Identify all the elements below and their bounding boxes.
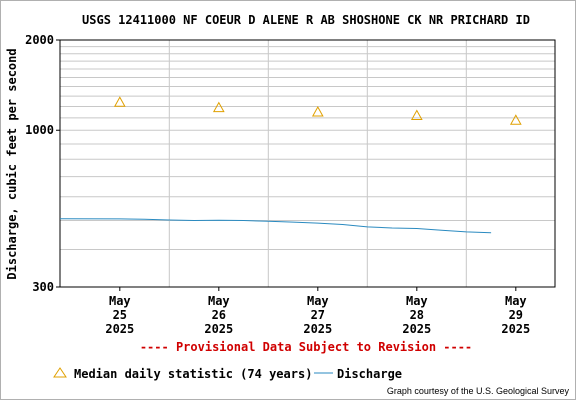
median-marker — [509, 114, 522, 125]
x-tick-label: May — [109, 294, 131, 308]
x-tick-label: May — [505, 294, 527, 308]
discharge-line — [59, 218, 492, 234]
y-axis-label: Discharge, cubic feet per second — [5, 48, 19, 279]
legend-median-marker — [53, 367, 67, 378]
grid — [60, 40, 555, 287]
median-marker — [311, 106, 324, 117]
x-tick-label: 25 — [113, 308, 127, 322]
provisional-notice: ---- Provisional Data Subject to Revisio… — [140, 340, 472, 354]
x-tick-label: 29 — [509, 308, 523, 322]
x-tick-label: 26 — [212, 308, 226, 322]
x-tick-label: 2025 — [501, 322, 530, 336]
y-tick-label: 300 — [32, 280, 54, 294]
x-ticks: May252025May262025May272025May282025May2… — [105, 287, 530, 336]
y-tick-label: 2000 — [25, 33, 54, 47]
discharge-series — [59, 218, 492, 234]
median-marker — [113, 96, 126, 107]
y-tick-label: 1000 — [25, 123, 54, 137]
x-tick-label: 2025 — [204, 322, 233, 336]
median-marker — [410, 109, 423, 120]
x-tick-label: May — [307, 294, 329, 308]
x-tick-label: 2025 — [105, 322, 134, 336]
median-marker — [212, 101, 225, 113]
x-tick-label: May — [208, 294, 230, 308]
median-series — [113, 96, 522, 125]
x-tick-label: 2025 — [303, 322, 332, 336]
x-tick-label: 28 — [410, 308, 424, 322]
x-tick-label: 2025 — [402, 322, 431, 336]
chart-title: USGS 12411000 NF COEUR D ALENE R AB SHOS… — [82, 13, 530, 27]
x-tick-label: May — [406, 294, 428, 308]
y-ticks: 300 1000 2000 — [25, 33, 60, 294]
legend-discharge-label: Discharge — [337, 367, 402, 381]
legend-median-label: Median daily statistic (74 years) — [74, 367, 312, 381]
plot-area — [59, 39, 556, 288]
credit-text: Graph courtesy of the U.S. Geological Su… — [387, 386, 570, 396]
x-tick-label: 27 — [311, 308, 325, 322]
